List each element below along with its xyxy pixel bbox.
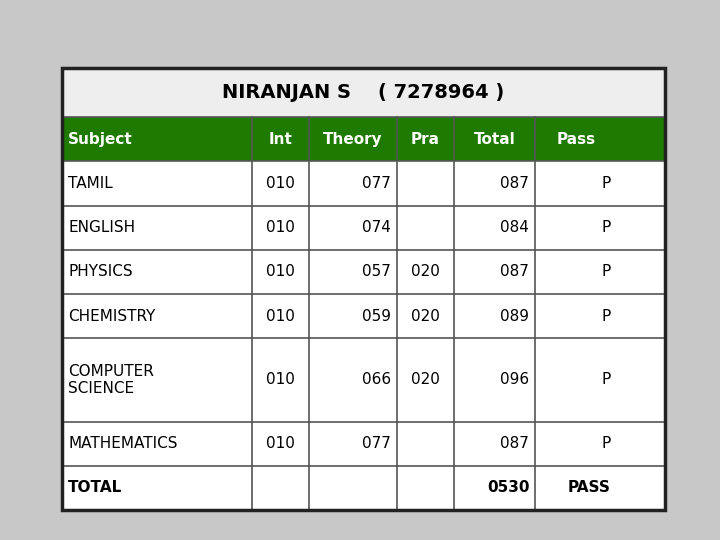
Text: 010: 010 xyxy=(266,176,295,191)
Text: 010: 010 xyxy=(266,264,295,279)
Text: 059: 059 xyxy=(361,308,391,323)
Text: Theory: Theory xyxy=(323,132,383,147)
Text: COMPUTER
SCIENCE: COMPUTER SCIENCE xyxy=(68,363,154,396)
Text: P: P xyxy=(601,220,611,235)
Text: PHYSICS: PHYSICS xyxy=(68,264,132,279)
Text: 010: 010 xyxy=(266,373,295,387)
Text: 077: 077 xyxy=(361,176,391,191)
Text: Pass: Pass xyxy=(557,132,595,147)
Bar xyxy=(62,68,665,117)
Text: CHEMISTRY: CHEMISTRY xyxy=(68,308,156,323)
Text: MATHEMATICS: MATHEMATICS xyxy=(68,436,178,451)
Text: 0530: 0530 xyxy=(487,481,529,495)
Text: NIRANJAN S    ( 7278964 ): NIRANJAN S ( 7278964 ) xyxy=(222,83,505,102)
Bar xyxy=(62,161,665,206)
Text: 020: 020 xyxy=(411,308,440,323)
Text: P: P xyxy=(601,436,611,451)
Text: Subject: Subject xyxy=(68,132,132,147)
Bar xyxy=(62,422,665,466)
Text: TOTAL: TOTAL xyxy=(68,481,122,495)
Text: 010: 010 xyxy=(266,308,295,323)
Text: P: P xyxy=(601,373,611,387)
Bar xyxy=(62,117,665,161)
Text: 084: 084 xyxy=(500,220,529,235)
Text: P: P xyxy=(601,176,611,191)
Text: P: P xyxy=(601,308,611,323)
Text: 066: 066 xyxy=(361,373,391,387)
Text: 096: 096 xyxy=(500,373,529,387)
Text: 077: 077 xyxy=(361,436,391,451)
Text: Pra: Pra xyxy=(411,132,440,147)
Bar xyxy=(62,68,665,510)
Bar xyxy=(62,466,665,510)
Text: Int: Int xyxy=(269,132,292,147)
Bar xyxy=(62,249,665,294)
Text: 087: 087 xyxy=(500,264,529,279)
Text: PASS: PASS xyxy=(568,481,611,495)
Text: 020: 020 xyxy=(411,373,440,387)
Bar xyxy=(62,206,665,249)
Text: TAMIL: TAMIL xyxy=(68,176,113,191)
Text: 057: 057 xyxy=(361,264,391,279)
Text: ENGLISH: ENGLISH xyxy=(68,220,135,235)
Text: 089: 089 xyxy=(500,308,529,323)
Text: Total: Total xyxy=(474,132,516,147)
Text: 087: 087 xyxy=(500,176,529,191)
Bar xyxy=(62,338,665,422)
Text: 087: 087 xyxy=(500,436,529,451)
Text: 020: 020 xyxy=(411,264,440,279)
Text: 074: 074 xyxy=(361,220,391,235)
Text: P: P xyxy=(601,264,611,279)
Text: 010: 010 xyxy=(266,436,295,451)
Bar xyxy=(62,294,665,338)
Text: 010: 010 xyxy=(266,220,295,235)
